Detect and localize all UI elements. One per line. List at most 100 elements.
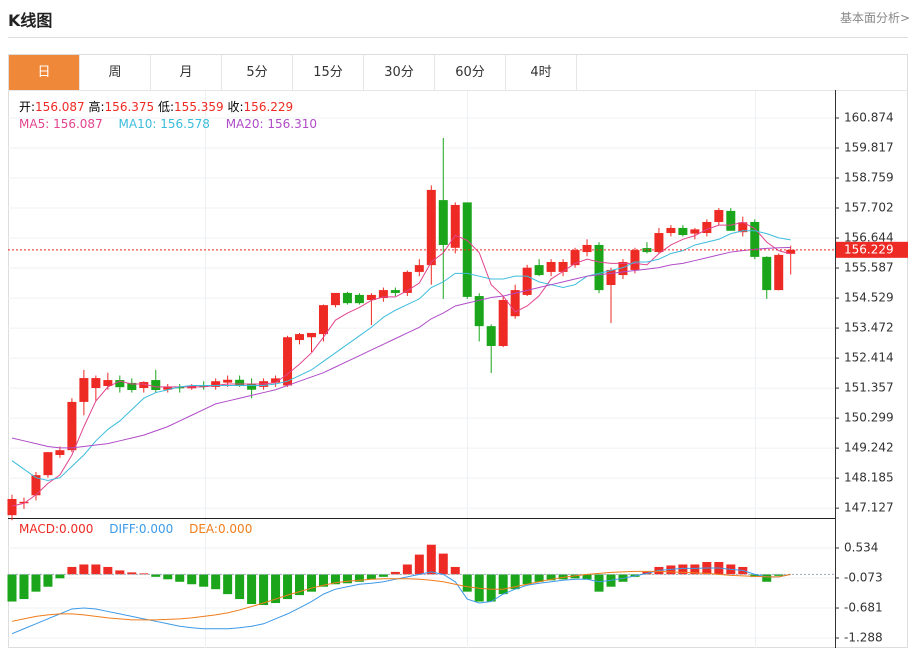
value: 156.229 [243, 100, 294, 114]
candle-body [522, 267, 532, 295]
frame [8, 54, 908, 648]
candle-body [7, 498, 17, 516]
candle-body [31, 475, 41, 496]
tab[interactable]: 5分 [222, 55, 293, 90]
candle-body [19, 501, 29, 504]
fundamental-link[interactable]: 基本面分析> [839, 11, 910, 25]
candle-body [666, 227, 676, 234]
candle-body [199, 385, 209, 387]
macd-bar [462, 574, 472, 592]
label: 收: [227, 100, 244, 114]
candle-body [342, 292, 352, 304]
tab[interactable]: 4时 [506, 55, 577, 90]
macd-bar [594, 574, 604, 592]
y-tick-label: 158.759 [844, 171, 894, 185]
candle-body [247, 384, 257, 390]
tab[interactable]: 30分 [364, 55, 435, 90]
y-tick-label: 153.472 [844, 321, 894, 335]
candle-body [139, 382, 149, 389]
legend-value: 0.000 [217, 522, 253, 536]
title: K线图 [8, 11, 53, 30]
macd-bar [498, 574, 508, 595]
candle-body [642, 248, 652, 253]
legend-value: 156.578 [160, 117, 210, 131]
candle-body [402, 271, 412, 293]
candle-body [151, 380, 161, 390]
macd-bar [151, 574, 161, 577]
macd-bar [295, 574, 305, 596]
macd-bar [103, 566, 113, 575]
macd-bar [342, 574, 352, 584]
last-price-box [836, 241, 908, 258]
y-tick-label: 157.702 [844, 201, 894, 215]
macd-bar [55, 574, 65, 579]
legend-name: DIFF: [109, 522, 139, 536]
tab[interactable]: 月 [151, 55, 222, 90]
label: 低: [158, 100, 175, 114]
macd-bar [127, 572, 137, 575]
macd-bar [762, 574, 772, 582]
candle-body [271, 378, 281, 383]
macd-bar [67, 566, 77, 575]
label: 开: [19, 100, 36, 114]
candle-body [211, 381, 221, 387]
macd-bar [318, 574, 328, 587]
candle-body [546, 261, 556, 272]
macd-bar [247, 574, 257, 605]
candle-body [366, 294, 376, 301]
candle-body [115, 380, 125, 388]
y-tick-label: 156.644 [844, 231, 894, 245]
candle-body [582, 244, 592, 253]
macd-bar [390, 571, 400, 575]
macd-bar [175, 574, 185, 582]
line-series [11, 567, 791, 635]
candle-body [295, 334, 305, 341]
label: 高: [88, 100, 105, 114]
y-tick-label: 149.242 [844, 441, 894, 455]
macd-bar [31, 574, 41, 592]
candle-body [750, 221, 760, 257]
candle-body [498, 300, 508, 347]
candle-body [127, 382, 137, 390]
candle-body [354, 294, 364, 304]
legend-name: MA20: [225, 117, 264, 131]
y-tick-label: -0.681 [844, 601, 883, 615]
tab[interactable]: 60分 [435, 55, 506, 90]
y-tick-label: -0.073 [844, 570, 883, 584]
macd-bar [510, 574, 520, 590]
macd-bar [199, 574, 209, 587]
candle-body [235, 379, 245, 386]
line-series [11, 570, 791, 622]
candle-body [223, 379, 233, 383]
candle-body [474, 296, 484, 327]
macd-bar [414, 554, 424, 575]
macd-bar [402, 564, 412, 575]
y-tick-label: 155.587 [844, 261, 894, 275]
candle-body [103, 380, 113, 387]
tab-bar: 日周月 5分 15分 30分 60分 4时 [9, 55, 577, 90]
candle-body [438, 200, 448, 245]
tab[interactable]: 周 [80, 55, 151, 90]
y-tick-label: 160.874 [844, 110, 894, 124]
macd-bar [211, 574, 221, 590]
macd-bar [678, 564, 688, 575]
candle-body [486, 326, 496, 347]
candle-body [55, 450, 65, 455]
candle-body [570, 250, 580, 266]
candle-body [510, 290, 520, 317]
y-tick-label: 154.529 [844, 291, 894, 305]
candle-body [630, 250, 640, 270]
candle-body [702, 221, 712, 234]
candle-body [786, 249, 796, 254]
tab[interactable]: 日 [9, 55, 80, 90]
value: 155.359 [174, 100, 224, 114]
candle-body [738, 222, 748, 233]
tab[interactable]: 15分 [293, 55, 364, 90]
y-tick-label: 152.414 [844, 351, 894, 365]
macd-bar [43, 574, 53, 587]
candle-body [726, 210, 736, 231]
macd-bar [546, 574, 556, 581]
candle-body [690, 229, 700, 234]
